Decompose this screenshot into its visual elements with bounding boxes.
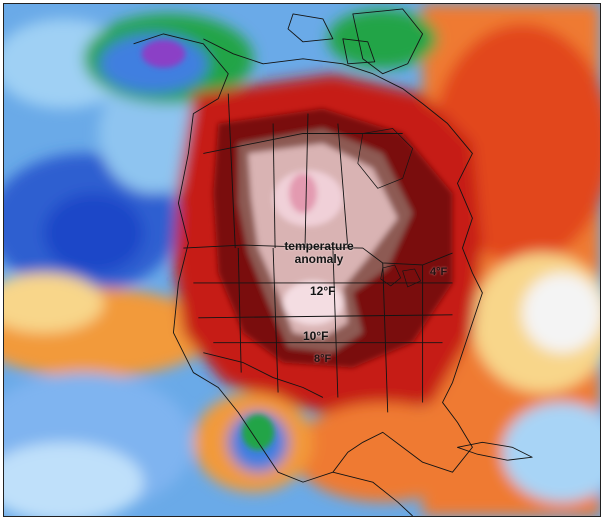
political-borders bbox=[133, 8, 533, 516]
annotation-title: temperature anomaly bbox=[274, 240, 364, 266]
anomaly-max-center bbox=[283, 280, 343, 325]
gulf-warm bbox=[293, 402, 473, 503]
anomaly-label-4f: 4°F bbox=[430, 266, 448, 278]
annotation-title-line-1: temperature bbox=[284, 239, 354, 253]
cool-light-coast bbox=[98, 73, 209, 194]
anomaly-map: temperature anomaly 12°F 10°F 8°F 4°F bbox=[3, 3, 601, 517]
alaska-purple bbox=[141, 39, 186, 68]
caribbean-cool bbox=[502, 402, 600, 503]
anomaly-label-10f: 10°F bbox=[303, 329, 329, 343]
annotation-title-line-2: anomaly bbox=[294, 252, 344, 266]
temperature-anomaly-field bbox=[4, 4, 600, 516]
mexico-green bbox=[242, 414, 275, 451]
atlantic-neutral bbox=[522, 272, 600, 353]
cool-light-south bbox=[4, 442, 144, 516]
water-bodies bbox=[357, 128, 422, 288]
anomaly-label-12f: 12°F bbox=[310, 284, 336, 298]
cold-core-pacific bbox=[43, 193, 144, 273]
warm-light-pacific bbox=[4, 272, 104, 333]
anomaly-peak bbox=[289, 173, 317, 214]
anomaly-label-8f: 8°F bbox=[314, 353, 332, 365]
